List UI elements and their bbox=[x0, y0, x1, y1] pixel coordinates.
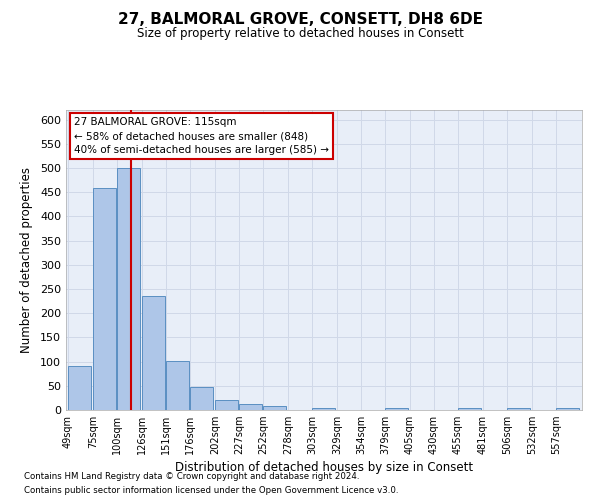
Bar bbox=[263, 406, 286, 410]
Bar bbox=[507, 408, 530, 410]
X-axis label: Distribution of detached houses by size in Consett: Distribution of detached houses by size … bbox=[175, 462, 473, 474]
Bar bbox=[117, 168, 140, 410]
Bar bbox=[215, 400, 238, 410]
Bar bbox=[385, 408, 408, 410]
Text: Size of property relative to detached houses in Consett: Size of property relative to detached ho… bbox=[137, 28, 463, 40]
Bar bbox=[166, 360, 189, 410]
Bar bbox=[239, 404, 262, 410]
Text: 27 BALMORAL GROVE: 115sqm
← 58% of detached houses are smaller (848)
40% of semi: 27 BALMORAL GROVE: 115sqm ← 58% of detac… bbox=[74, 118, 329, 156]
Bar bbox=[458, 408, 481, 410]
Bar bbox=[93, 188, 116, 410]
Bar bbox=[142, 296, 165, 410]
Bar bbox=[190, 388, 213, 410]
Bar bbox=[312, 408, 335, 410]
Text: Contains HM Land Registry data © Crown copyright and database right 2024.: Contains HM Land Registry data © Crown c… bbox=[24, 472, 359, 481]
Text: Contains public sector information licensed under the Open Government Licence v3: Contains public sector information licen… bbox=[24, 486, 398, 495]
Bar bbox=[556, 408, 579, 410]
Y-axis label: Number of detached properties: Number of detached properties bbox=[20, 167, 33, 353]
Text: 27, BALMORAL GROVE, CONSETT, DH8 6DE: 27, BALMORAL GROVE, CONSETT, DH8 6DE bbox=[118, 12, 482, 28]
Bar bbox=[68, 366, 91, 410]
